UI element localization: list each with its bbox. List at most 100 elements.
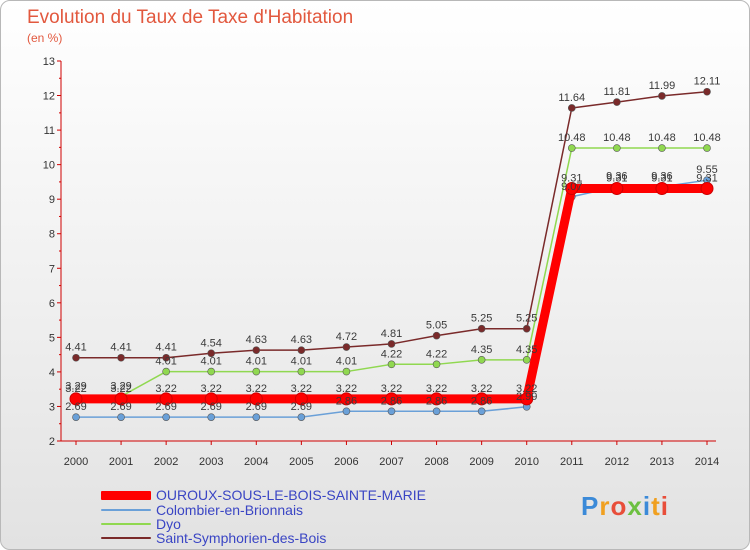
- data-label: 9.31: [696, 172, 717, 184]
- data-point: [342, 343, 351, 351]
- x-tick-label: 2010: [514, 456, 538, 468]
- legend-label: Dyo: [156, 516, 181, 532]
- data-label: 5.05: [426, 320, 447, 332]
- data-label: 4.41: [155, 342, 176, 354]
- data-point: [117, 353, 125, 362]
- data-point: [114, 392, 128, 406]
- data-label: 4.35: [471, 344, 492, 356]
- data-label: 3.29: [110, 380, 131, 392]
- data-point: [387, 407, 396, 416]
- data-point: [700, 181, 714, 195]
- logo-letter: t: [651, 491, 661, 521]
- y-tick-label: 4: [49, 367, 55, 379]
- data-label: 4.41: [110, 342, 131, 354]
- x-tick-label: 2011: [560, 456, 584, 468]
- data-label: 3.22: [336, 383, 357, 395]
- legend-label: Saint-Symphorien-des-Bois: [156, 530, 327, 546]
- data-point: [477, 407, 486, 416]
- data-label: 4.35: [516, 344, 537, 356]
- data-point: [703, 87, 711, 96]
- data-point: [432, 407, 441, 416]
- x-tick-label: 2004: [244, 456, 268, 468]
- data-label: 4.01: [246, 356, 267, 368]
- data-point: [475, 392, 489, 406]
- y-tick-label: 6: [49, 298, 55, 310]
- series-line: [76, 179, 708, 418]
- data-point: [658, 92, 666, 100]
- data-point: [567, 104, 576, 112]
- y-tick-label: 5: [49, 332, 55, 344]
- y-tick-label: 8: [49, 229, 55, 241]
- data-point: [613, 98, 621, 106]
- data-point: [342, 367, 351, 376]
- data-point: [252, 367, 261, 376]
- data-point: [342, 407, 351, 416]
- data-label: 2.69: [201, 401, 222, 413]
- data-label: 10.48: [693, 132, 721, 144]
- x-tick-label: 2009: [469, 456, 493, 468]
- data-label: 4.22: [426, 348, 447, 360]
- logo-letter: x: [627, 491, 643, 521]
- y-tick-label: 3: [49, 401, 55, 413]
- data-label: 2.69: [246, 401, 267, 413]
- y-tick-label: 9: [49, 194, 55, 206]
- data-point: [477, 324, 486, 333]
- data-label: 4.63: [291, 334, 312, 346]
- x-tick-label: 2000: [64, 456, 88, 468]
- legend-item-dyo: Dyo: [101, 517, 181, 531]
- data-point: [387, 340, 396, 348]
- data-label: 2.69: [65, 401, 86, 413]
- data-label: 3.22: [516, 383, 537, 395]
- data-point: [159, 392, 173, 406]
- data-point: [520, 392, 534, 406]
- y-tick-label: 11: [44, 125, 55, 137]
- data-label: 12.11: [694, 76, 721, 88]
- data-label: 4.01: [155, 356, 176, 368]
- data-label: 3.22: [426, 383, 447, 395]
- data-label: 3.22: [291, 383, 312, 395]
- data-label: 9.31: [561, 172, 582, 184]
- data-point: [387, 360, 396, 369]
- data-point: [477, 356, 486, 364]
- x-tick-label: 2008: [424, 456, 448, 468]
- data-point: [297, 346, 306, 354]
- chart-title: Evolution du Taux de Taxe d'Habitation: [27, 7, 354, 28]
- logo-letter: i: [642, 491, 652, 521]
- data-label: 2.86: [471, 395, 492, 407]
- x-tick-label: 2005: [289, 456, 313, 468]
- data-label: 5.25: [471, 313, 492, 325]
- unit-label: (en %): [27, 31, 63, 45]
- x-tick-label: 2007: [379, 456, 403, 468]
- y-tick-label: 7: [49, 263, 55, 275]
- legend-item-saint-symphorien: Saint-Symphorien-des-Bois: [101, 531, 326, 545]
- data-label: 4.54: [201, 337, 222, 349]
- data-label: 2.69: [110, 401, 131, 413]
- data-point: [117, 413, 125, 421]
- data-label: 3.22: [381, 383, 402, 395]
- data-point: [567, 144, 576, 152]
- data-point: [565, 181, 579, 195]
- legend-swatch: [101, 509, 151, 511]
- data-point: [204, 392, 218, 406]
- proxiti-logo: Proxiti: [581, 491, 669, 522]
- data-label: 9.55: [696, 164, 717, 176]
- data-label: 4.01: [336, 356, 357, 368]
- data-label: 3.29: [65, 380, 86, 392]
- data-point: [162, 413, 170, 421]
- data-point: [339, 392, 353, 406]
- data-point: [162, 367, 170, 376]
- data-label: 2.99: [516, 391, 537, 403]
- data-point: [522, 324, 531, 333]
- data-label: 3.22: [201, 383, 222, 395]
- data-point: [72, 353, 80, 362]
- data-point: [658, 144, 666, 152]
- data-point: [522, 356, 531, 364]
- data-label: 2.69: [291, 401, 312, 413]
- data-point: [430, 392, 444, 406]
- data-label: 3.22: [65, 383, 86, 395]
- x-tick-label: 2013: [650, 456, 674, 468]
- data-label: 5.25: [516, 313, 537, 325]
- data-label: 9.36: [606, 171, 627, 183]
